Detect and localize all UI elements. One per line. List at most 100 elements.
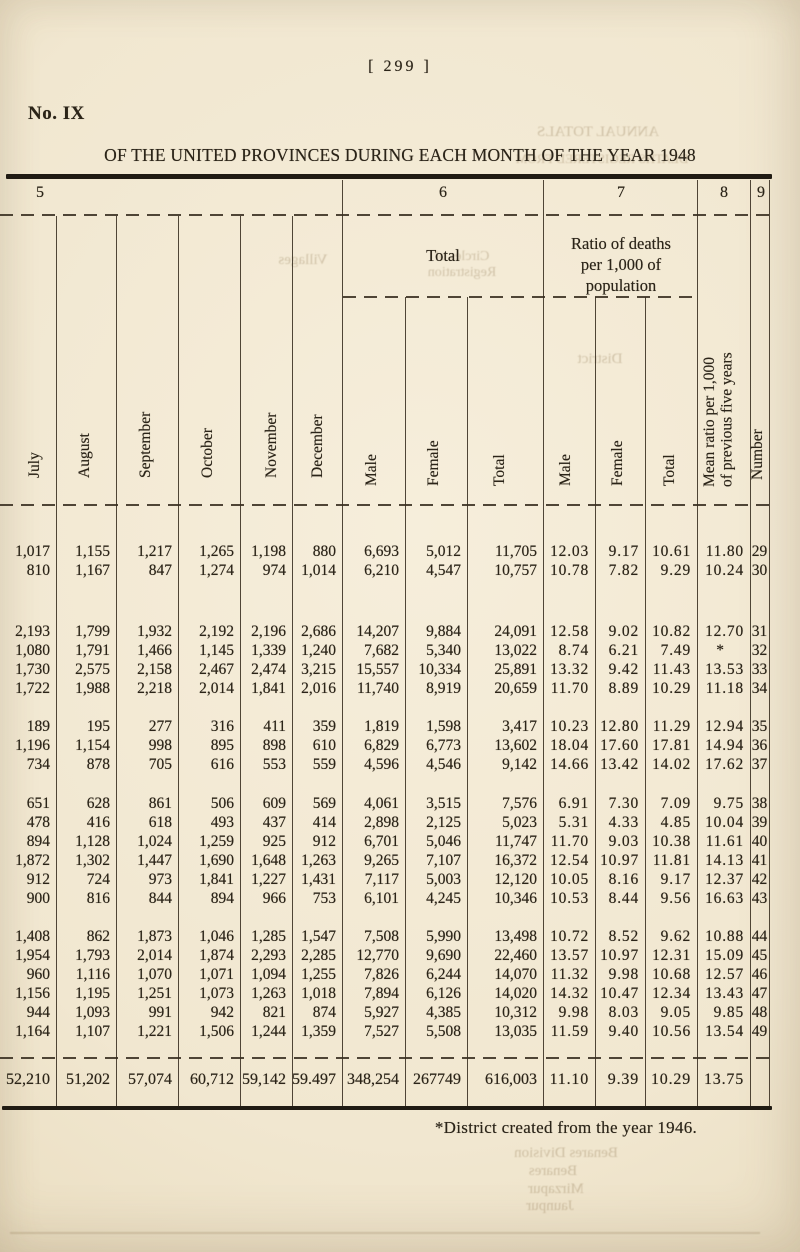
column-rule [405, 297, 407, 1106]
cell-ratio-female: 9.17 [608, 543, 639, 560]
cell-august: 2,575 [75, 661, 110, 678]
spanner-ratio-line2: per 1,000 of [580, 255, 662, 274]
cell-mean-ratio: 13.54 [705, 1023, 744, 1040]
column-label-line: July [26, 452, 44, 478]
column-rule [292, 216, 294, 1106]
cell-total-male: 7,682 [364, 642, 399, 659]
cell-total-total: 10,757 [494, 562, 537, 579]
cell-ratio-female: 4.33 [608, 814, 639, 831]
cell-total-female: 3,515 [426, 795, 461, 812]
column-label-august: August [76, 273, 94, 478]
cell-october: 2,014 [199, 680, 234, 697]
cell-december: 1,431 [301, 871, 336, 888]
column-rule [467, 297, 469, 1106]
cell-december: 1,255 [301, 966, 336, 983]
cell-december: 2,285 [301, 947, 336, 964]
group-number-label: 6 [439, 184, 447, 201]
cell-total-female: 2,125 [426, 814, 461, 831]
column-label-line: October [199, 428, 217, 478]
cell-total-total: 11,705 [494, 543, 537, 560]
cell-ratio-total: 12.31 [652, 947, 691, 964]
cell-august: 195 [86, 718, 110, 735]
cell-mean-ratio: 13.53 [705, 661, 744, 678]
cell-total-male: 6,693 [364, 543, 399, 560]
cell-ratio-total: 7.09 [660, 795, 691, 812]
cell-total-male: 6,701 [364, 833, 399, 850]
cell-mean-ratio: 15.09 [705, 947, 744, 964]
column-rule [645, 297, 647, 1106]
cell-row-number: 35 [751, 718, 768, 735]
cell-mean-ratio: 10.88 [705, 928, 744, 945]
cell-august: 1,116 [75, 966, 110, 983]
cell-ratio-male: 11.32 [550, 966, 589, 983]
cell-total-total: 25,891 [494, 661, 537, 678]
column-label-ratio-female: Female [609, 281, 627, 486]
spanner-dashed-rule [343, 296, 697, 298]
spanner-ratio-line3: population [585, 276, 657, 295]
cell-ratio-female: 8.16 [608, 871, 639, 888]
table-top-rule [6, 174, 772, 179]
cell-ratio-male: 14.32 [550, 985, 589, 1002]
spanner-total: Total [426, 246, 460, 265]
cell-row-number: 44 [751, 928, 768, 945]
cell-total-female: 5,340 [426, 642, 461, 659]
cell-total-female: 5,990 [426, 928, 461, 945]
column-label-october: October [199, 273, 217, 478]
column-label-november: November [263, 273, 281, 478]
cell-december: 912 [312, 833, 336, 850]
section-number: No. IX [28, 103, 85, 124]
cell-september: 1,447 [137, 852, 172, 869]
cell-ratio-total: 11.81 [652, 852, 691, 869]
cell-november: 2,293 [251, 947, 286, 964]
cell-total-female: 5,003 [426, 871, 461, 888]
spanner-ratio-line1: Ratio of deaths [571, 234, 671, 253]
cell-july: 1,954 [15, 947, 50, 964]
totals-cell-ratio-male: 11.10 [549, 1071, 589, 1088]
column-rule [178, 216, 180, 1106]
bleed-through-text: Jaunpur [526, 1198, 574, 1214]
cell-december: 1,018 [301, 985, 336, 1002]
cell-total-female: 5,012 [426, 543, 461, 560]
cell-october: 895 [210, 737, 234, 754]
cell-total-total: 5,023 [502, 814, 537, 831]
cell-mean-ratio: 12.57 [705, 966, 744, 983]
cell-ratio-female: 8.44 [608, 890, 639, 907]
totals-cell-september: 57,074 [128, 1071, 172, 1088]
cell-ratio-female: 9.02 [608, 623, 639, 640]
page-number: [ 299 ] [368, 58, 432, 75]
totals-dashed-rule [0, 1057, 771, 1059]
cell-row-number: 34 [751, 680, 768, 697]
cell-total-total: 10,312 [494, 1004, 537, 1021]
column-rule [116, 216, 118, 1106]
column-label-line: of previous five years [718, 352, 735, 487]
cell-row-number: 30 [751, 562, 768, 579]
group-number-label: 7 [617, 184, 625, 201]
cell-total-total: 13,035 [494, 1023, 537, 1040]
cell-total-female: 10,334 [418, 661, 461, 678]
cell-july: 2,193 [15, 623, 50, 640]
cell-december: 2,016 [301, 680, 336, 697]
column-label-total-male: Male [363, 281, 381, 486]
cell-ratio-male: 10.23 [550, 718, 589, 735]
cell-july: 1,722 [15, 680, 50, 697]
cell-total-female: 7,107 [426, 852, 461, 869]
column-rule [769, 180, 771, 1106]
bleed-through-text: Benares Division [514, 1145, 618, 1161]
cell-mean-ratio: 9.85 [713, 1004, 744, 1021]
cell-october: 1,145 [199, 642, 234, 659]
cell-october: 942 [210, 1004, 234, 1021]
cell-mean-ratio: * [716, 642, 725, 659]
cell-ratio-total: 9.29 [660, 562, 691, 579]
cell-row-number: 36 [751, 737, 768, 754]
cell-row-number: 41 [751, 852, 768, 869]
cell-august: 1,195 [75, 985, 110, 1002]
cell-ratio-total: 11.29 [652, 718, 691, 735]
cell-november: 553 [262, 756, 286, 773]
cell-ratio-total: 17.81 [652, 737, 691, 754]
cell-row-number: 43 [751, 890, 768, 907]
cell-december: 414 [312, 814, 336, 831]
footnote: *District created from the year 1946. [434, 1118, 698, 1137]
cell-november: 1,094 [251, 966, 286, 983]
column-label-december: December [309, 273, 327, 478]
cell-total-female: 1,598 [426, 718, 461, 735]
